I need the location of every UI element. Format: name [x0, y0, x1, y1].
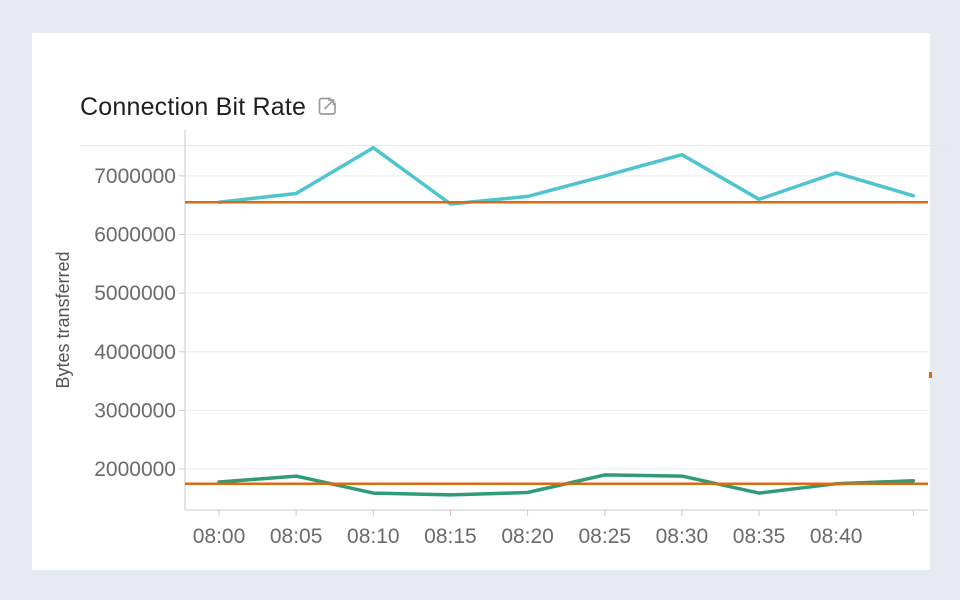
chart-header: Connection Bit Rate: [80, 92, 341, 122]
x-tick-label: 08:35: [733, 525, 786, 548]
external-link-icon[interactable]: [317, 92, 341, 121]
clipped-orange-fragment: [929, 372, 932, 378]
header-divider: [80, 145, 948, 146]
x-tick-label: 08:05: [270, 525, 323, 548]
y-tick-label: 6000000: [94, 224, 176, 247]
y-tick-label: 5000000: [94, 282, 176, 305]
x-tick-label: 08:25: [578, 525, 631, 548]
y-tick-label: 2000000: [94, 458, 176, 481]
x-tick-label: 08:00: [193, 525, 246, 548]
chart-card: Connection Bit Rate: [32, 33, 948, 570]
x-tick-label: 08:10: [347, 525, 400, 548]
y-tick-label: 4000000: [94, 341, 176, 364]
x-tick-label: 08:40: [810, 525, 863, 548]
series-line-1: [217, 145, 916, 206]
chart-title: Connection Bit Rate: [80, 93, 307, 121]
y-tick-label: 7000000: [94, 165, 176, 188]
x-tick-label: 08:30: [656, 525, 709, 548]
y-tick-label: 3000000: [94, 399, 176, 422]
y-axis-title: Bytes transferred: [53, 251, 73, 388]
x-tick-label: 08:20: [501, 525, 554, 548]
x-tick-label: 08:15: [424, 525, 477, 548]
